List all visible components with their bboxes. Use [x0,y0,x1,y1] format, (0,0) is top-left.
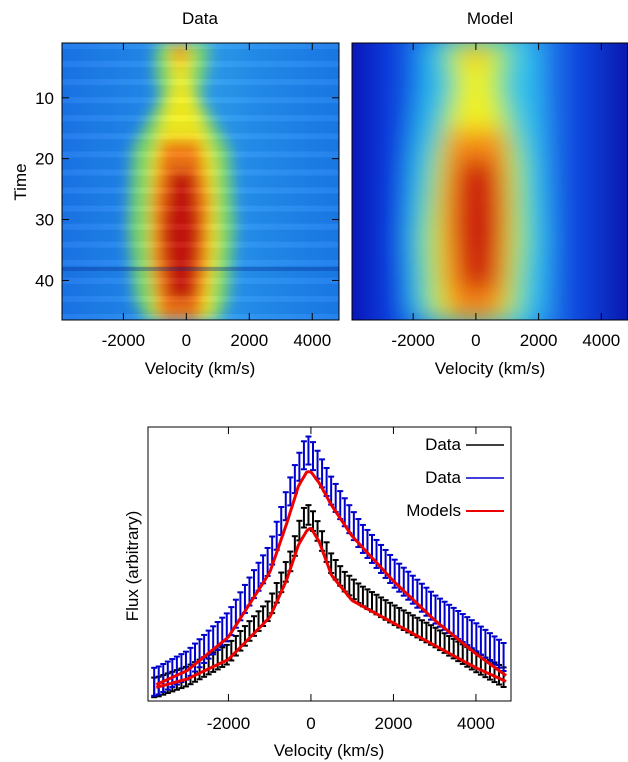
x-tick-label: 0 [306,714,315,733]
heatmap-data-row [62,199,339,206]
heatmap-data-row [62,193,339,200]
heatmap-data-row [62,97,339,104]
y-tick-label: 30 [35,211,54,230]
x-tick-label: -2000 [391,331,434,350]
heatmap-data-row [62,308,339,314]
legend: Data Data Models [406,435,504,520]
x-tick-label: -2000 [207,714,250,733]
profile-frame [147,426,512,702]
heatmap-data-row [62,121,339,128]
heatmap-data-row [62,109,339,116]
legend-label: Data [425,435,461,454]
heatmap-data-row [62,79,339,86]
heatmap-data-row [62,217,339,224]
heatmap-data-ylabel: Time [11,163,30,200]
heatmap-data-title: Data [182,9,218,28]
y-tick-label: 40 [35,271,54,290]
legend-label: Models [406,501,461,520]
heatmap-data-row [62,163,339,170]
heatmap-data-row [62,301,339,308]
x-tick-label: 2000 [375,714,413,733]
heatmap-data-row [62,247,339,254]
y-tick-label: 10 [35,89,54,108]
heatmap-data-row [62,295,339,302]
heatmap-data-row [62,103,339,110]
heatmap-data-row [62,127,339,134]
heatmap-data-row [62,133,339,140]
x-tick-label: -2000 [102,331,145,350]
heatmap-data-row [62,91,339,98]
heatmap-data-row [62,67,339,74]
x-tick-label: 2000 [520,331,558,350]
heatmap-data-image [62,43,339,320]
heatmap-data-row [62,175,339,182]
x-tick-label: 0 [182,331,191,350]
heatmap-data-frame [61,42,340,321]
heatmap-data-row [62,187,339,194]
heatmap-data-row [62,55,339,61]
y-tick-label: 20 [35,150,54,169]
x-tick-label: 4000 [457,714,495,733]
model-curve-0 [155,527,507,689]
heatmap-data-row [62,157,339,164]
heatmap-data-row [62,49,339,55]
heatmap-data-row [62,139,339,146]
heatmap-model-frame [351,42,628,321]
heatmap-data-ticks: -2000 0 2000 4000 10 20 30 40 [35,43,339,350]
heatmap-model-xlabel: Velocity (km/s) [435,359,546,378]
profile-series [151,435,507,699]
profile-xlabel: Velocity (km/s) [274,741,385,760]
heatmap-data-row [62,314,339,320]
legend-label: Data [425,468,461,487]
heatmap-data-row-noise [62,267,339,271]
heatmap-data-row [62,61,339,68]
heatmap-data-row [62,253,339,260]
heatmap-data-row [62,115,339,122]
profile-ylabel: Flux (arbitrary) [123,511,142,622]
x-tick-label: 4000 [293,331,331,350]
heatmap-data-row [62,277,339,284]
heatmap-data-panel: Data -2000 0 2000 4000 10 20 30 40 Time Velocit… [11,9,340,378]
heatmap-data-row [62,151,339,158]
heatmap-data-row [62,223,339,230]
heatmap-model-title: Model [467,9,513,28]
heatmap-data-row [62,271,339,278]
model-curve-1 [155,470,507,686]
profile-panel: -2000 0 2000 4000 Data Data Models Flux (arbi… [123,426,512,760]
series-0 [151,504,507,699]
heatmap-data-row [62,265,339,272]
heatmap-data-row [62,211,339,218]
heatmap-data-row [62,259,339,266]
x-tick-label: 4000 [582,331,620,350]
series-2 [155,470,507,689]
heatmap-data-row [62,43,339,49]
heatmap-model-ticks: -2000 0 2000 4000 [391,43,620,350]
heatmap-data-row [62,241,339,248]
heatmap-data-row [62,205,339,212]
x-tick-label: 2000 [230,331,268,350]
heatmap-data-row [62,235,339,242]
heatmap-data-xlabel: Velocity (km/s) [145,359,256,378]
heatmap-data-row [62,181,339,188]
heatmap-data-row [62,283,339,290]
heatmap-model-image [352,43,628,320]
heatmap-data-row [62,85,339,92]
profile-ticks: -2000 0 2000 4000 [207,427,495,733]
x-tick-label: 0 [471,331,480,350]
heatmap-data-row [62,289,339,296]
heatmap-data-stripes [62,43,339,320]
heatmap-data-row [62,169,339,176]
heatmap-data-row [62,229,339,236]
heatmap-model-panel: Model -2000 0 2000 4000 Velocity (km/s) [351,9,628,378]
heatmap-data-row [62,145,339,152]
heatmap-data-row [62,73,339,80]
